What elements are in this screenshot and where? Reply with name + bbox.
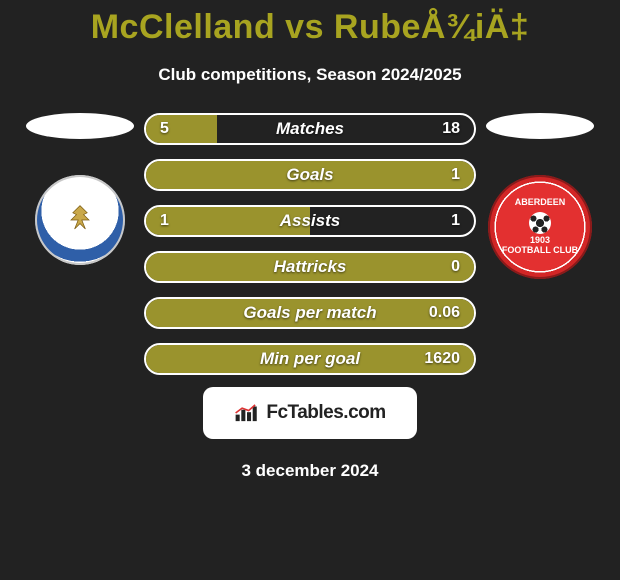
crest-right-inner: ABERDEEN 1903 FOOTBALL CLUB [502,198,578,256]
date-label: 3 december 2024 [241,461,378,481]
stat-right-value: 1 [451,207,460,235]
player-right-col: ABERDEEN 1903 FOOTBALL CLUB [480,113,600,279]
eagle-icon [62,202,98,238]
stat-right-value: 18 [442,115,460,143]
stat-bar: 5 Matches 18 [144,113,476,145]
stat-right-value: 0.06 [429,299,460,327]
logo-text: FcTables.com [266,402,385,424]
stat-bar: Goals 1 [144,159,476,191]
crest-text-bottom: FOOTBALL CLUB [502,246,578,256]
player-right-shadow [486,113,594,139]
football-icon [529,212,551,234]
stat-right-value: 0 [451,253,460,281]
stat-label: Goals [146,161,474,189]
main-row: 5 Matches 18 Goals 1 1 Assists 1 Hattric… [0,113,620,375]
player-left-col [20,113,140,265]
club-crest-left [35,175,125,265]
stat-bar: Goals per match 0.06 [144,297,476,329]
stat-bar: Hattricks 0 [144,251,476,283]
stat-bar: Min per goal 1620 [144,343,476,375]
stat-bar: 1 Assists 1 [144,205,476,237]
stat-label: Matches [146,115,474,143]
stat-right-value: 1 [451,161,460,189]
fctables-logo: FcTables.com [203,387,417,439]
stat-bars: 5 Matches 18 Goals 1 1 Assists 1 Hattric… [140,113,480,375]
player-left-shadow [26,113,134,139]
page-title: McClelland vs RubeÅ¾iÄ‡ [91,8,530,47]
stat-label: Goals per match [146,299,474,327]
stat-label: Assists [146,207,474,235]
stat-right-value: 1620 [424,345,460,373]
club-crest-right: ABERDEEN 1903 FOOTBALL CLUB [488,175,592,279]
bar-chart-icon [234,403,260,423]
comparison-card: McClelland vs RubeÅ¾iÄ‡ Club competition… [0,0,620,481]
stat-label: Hattricks [146,253,474,281]
subtitle: Club competitions, Season 2024/2025 [158,65,461,85]
crest-text-top: ABERDEEN [502,198,578,208]
